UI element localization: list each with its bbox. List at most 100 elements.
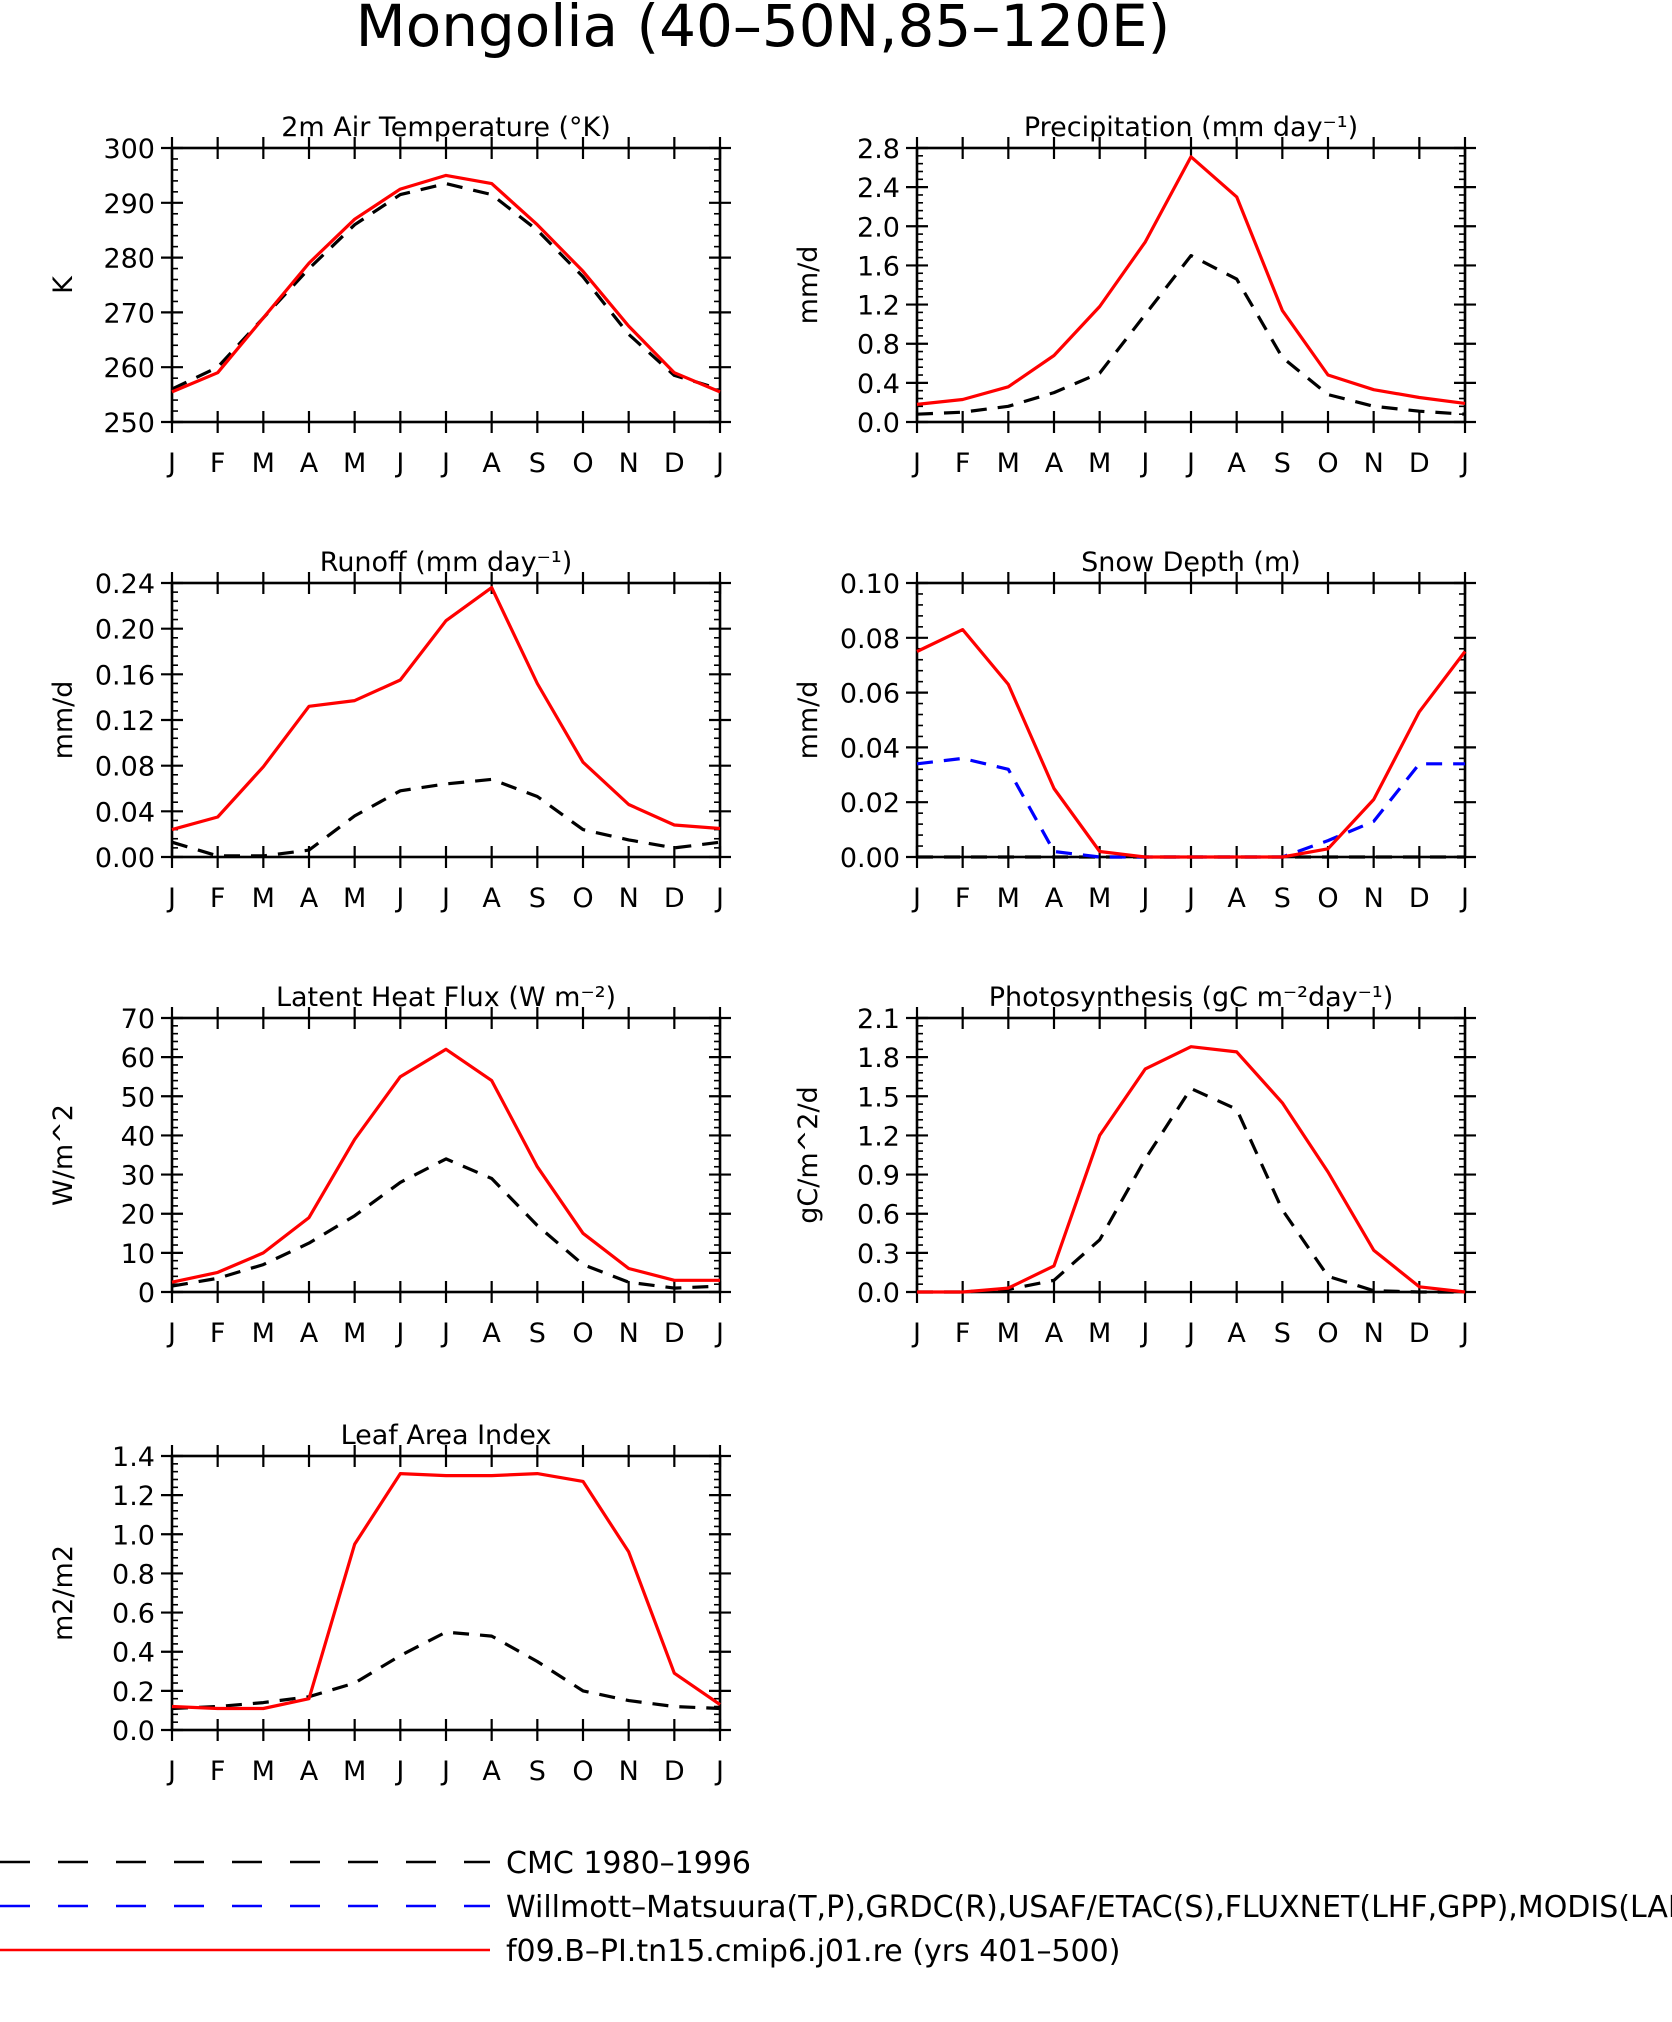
series-line	[916, 254, 1466, 416]
x-tick-label: N	[619, 448, 639, 479]
x-tick-label: D	[664, 1756, 685, 1787]
x-tick-label: S	[529, 1318, 546, 1349]
y-tick-label: 0.10	[840, 569, 900, 600]
x-tick-label: J	[1459, 448, 1469, 479]
y-tick-label: 0.12	[95, 706, 155, 737]
x-tick-label: A	[482, 1756, 501, 1787]
chart-panel: Snow Depth (m)mm/d0.000.020.040.060.080.…	[793, 547, 1476, 914]
x-tick-label: M	[997, 448, 1020, 479]
x-tick-label: J	[440, 883, 450, 914]
y-tick-label: 0.4	[112, 1638, 155, 1669]
y-tick-label: 270	[103, 298, 155, 329]
y-tick-label: 280	[103, 244, 155, 275]
x-tick-label: O	[572, 1318, 593, 1349]
x-tick-label: D	[664, 1318, 685, 1349]
y-axis-label: mm/d	[793, 246, 824, 325]
x-tick-label: N	[1364, 883, 1384, 914]
x-tick-label: J	[166, 883, 176, 914]
y-tick-label: 0.02	[840, 788, 900, 819]
series-line	[171, 173, 721, 394]
x-tick-label: N	[1364, 1318, 1384, 1349]
chart-panel: 2m Air Temperature (°K)K2502602702802903…	[48, 112, 731, 479]
series-line	[171, 1471, 721, 1711]
series-line	[916, 155, 1466, 406]
x-tick-label: A	[1045, 1318, 1064, 1349]
x-tick-label: M	[252, 883, 275, 914]
x-tick-label: J	[440, 448, 450, 479]
x-tick-label: A	[1227, 883, 1246, 914]
plot-frame	[170, 1454, 722, 1732]
x-tick-label: J	[911, 883, 921, 914]
y-tick-label: 0	[138, 1278, 155, 1309]
legend-label: CMC 1980–1996	[506, 1846, 751, 1881]
y-axis-label: K	[48, 275, 79, 294]
x-tick-label: A	[482, 1318, 501, 1349]
x-tick-label: J	[714, 883, 724, 914]
x-tick-label: N	[619, 1318, 639, 1349]
y-tick-label: 0.08	[840, 624, 900, 655]
x-tick-label: D	[1409, 883, 1430, 914]
y-tick-label: 0.6	[112, 1599, 155, 1630]
y-tick-label: 2.0	[857, 212, 900, 243]
x-tick-label: O	[1317, 1318, 1338, 1349]
x-tick-label: N	[1364, 448, 1384, 479]
x-tick-label: A	[1045, 448, 1064, 479]
x-tick-label: D	[1409, 1318, 1430, 1349]
y-axis-label: m2/m2	[48, 1545, 79, 1641]
x-tick-label: F	[210, 883, 226, 914]
x-tick-label: M	[252, 1756, 275, 1787]
x-tick-label: A	[300, 1318, 319, 1349]
y-tick-label: 0.20	[95, 615, 155, 646]
x-tick-label: A	[300, 1756, 319, 1787]
legend-entry: Willmott–Matsuura(T,P),GRDC(R),USAF/ETAC…	[0, 1890, 1672, 1925]
y-tick-label: 50	[121, 1082, 155, 1113]
y-tick-label: 10	[121, 1239, 155, 1270]
x-tick-label: F	[210, 1318, 226, 1349]
x-tick-label: A	[482, 448, 501, 479]
x-tick-label: J	[1139, 448, 1149, 479]
y-tick-label: 20	[121, 1200, 155, 1231]
series-line	[917, 1045, 1466, 1294]
series-line	[916, 756, 1465, 859]
series-line	[916, 627, 1467, 859]
y-axis-label: gC/m^2/d	[793, 1086, 824, 1223]
x-tick-label: J	[394, 883, 404, 914]
series-line	[917, 1086, 1465, 1294]
plot-frame	[915, 146, 1467, 424]
figure-title: Mongolia (40–50N,85–120E)	[356, 0, 1171, 60]
y-tick-label: 1.5	[857, 1082, 900, 1113]
plot-frame	[170, 146, 722, 424]
y-tick-label: 0.00	[95, 843, 155, 874]
x-tick-label: J	[1459, 883, 1469, 914]
y-tick-label: 1.4	[112, 1442, 155, 1473]
y-tick-label: 260	[103, 353, 155, 384]
y-tick-label: 0.00	[840, 843, 900, 874]
y-tick-label: 0.3	[857, 1239, 900, 1270]
y-tick-label: 30	[121, 1161, 155, 1192]
x-tick-label: M	[343, 1756, 366, 1787]
x-tick-label: F	[955, 448, 971, 479]
x-tick-label: M	[252, 448, 275, 479]
legend-entry: f09.B–PI.tn15.cmip6.j01.re (yrs 401–500)	[0, 1934, 1120, 1969]
y-tick-label: 0.04	[95, 797, 155, 828]
x-tick-label: J	[394, 1318, 404, 1349]
x-tick-label: J	[714, 1756, 724, 1787]
x-tick-label: F	[955, 1318, 971, 1349]
x-tick-label: O	[1317, 448, 1338, 479]
x-tick-label: O	[572, 1756, 593, 1787]
x-tick-label: M	[1088, 448, 1111, 479]
series-line	[171, 1630, 721, 1711]
plot-frame	[915, 581, 1467, 859]
plot-frame	[170, 581, 722, 859]
chart-panel: Runoff (mm day⁻¹)mm/d0.000.040.080.120.1…	[48, 547, 731, 914]
x-tick-label: J	[166, 1318, 176, 1349]
x-tick-label: M	[343, 1318, 366, 1349]
chart-panel: Photosynthesis (gC m⁻²day⁻¹)gC/m^2/d0.00…	[793, 982, 1476, 1349]
x-tick-label: S	[529, 1756, 546, 1787]
x-tick-label: J	[911, 448, 921, 479]
x-tick-label: J	[1139, 883, 1149, 914]
x-tick-label: O	[1317, 883, 1338, 914]
x-tick-label: J	[394, 1756, 404, 1787]
x-tick-label: J	[1139, 1318, 1149, 1349]
